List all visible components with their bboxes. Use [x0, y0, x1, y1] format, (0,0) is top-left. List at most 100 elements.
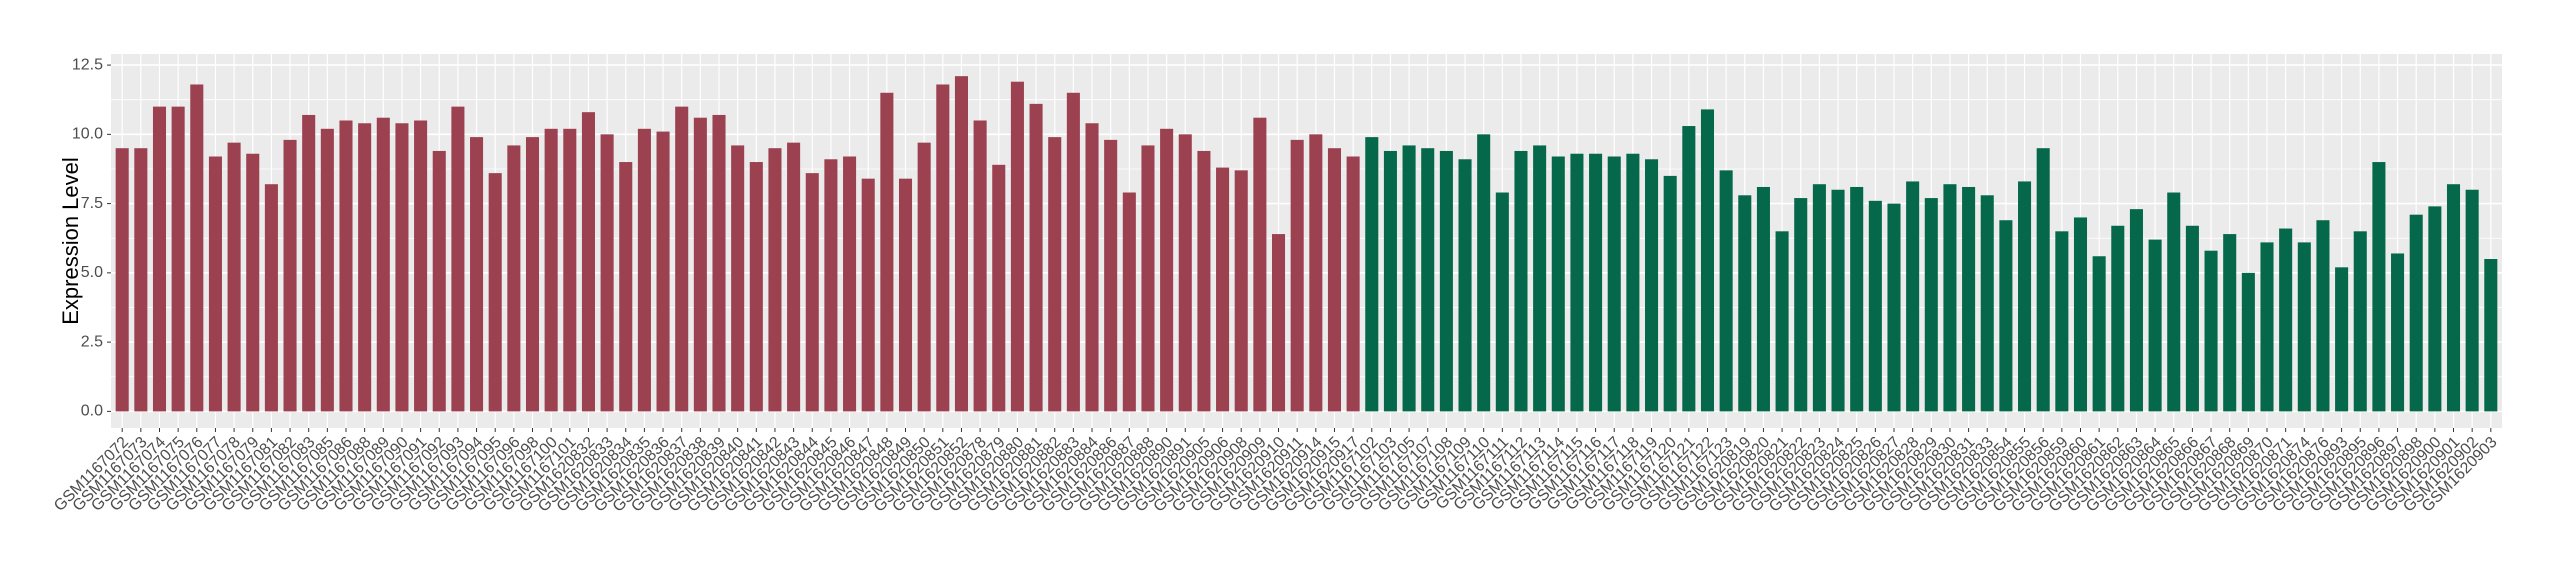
bar	[470, 137, 484, 412]
bar	[1682, 126, 1696, 412]
bar	[1141, 145, 1155, 412]
bar	[414, 120, 428, 412]
bar	[376, 117, 390, 412]
bar	[861, 178, 875, 412]
bar	[1197, 150, 1211, 412]
bar	[898, 178, 913, 412]
bar	[2204, 250, 2218, 412]
bar	[2484, 259, 2498, 412]
bar	[1402, 145, 1416, 412]
bar	[936, 84, 950, 412]
bar	[1812, 184, 1826, 412]
bar	[2428, 206, 2442, 412]
bar	[712, 114, 726, 412]
bar	[787, 142, 801, 412]
bar	[1999, 220, 2013, 412]
bar	[917, 142, 931, 412]
bar	[544, 128, 558, 412]
bar	[992, 164, 1006, 412]
bar	[2465, 189, 2479, 412]
bar	[2372, 162, 2386, 412]
bar	[2018, 181, 2032, 412]
bar	[227, 142, 241, 412]
bar	[507, 145, 521, 412]
bar	[1477, 134, 1491, 412]
bar	[1234, 170, 1248, 412]
y-tick-label: 12.5	[72, 56, 103, 73]
bar	[637, 128, 651, 412]
bar	[749, 162, 763, 412]
bar	[1794, 198, 1808, 412]
bar	[1719, 170, 1733, 412]
bar	[1290, 139, 1304, 412]
bar	[339, 120, 353, 412]
bar	[2260, 242, 2274, 412]
bar	[395, 123, 409, 412]
bar	[1775, 231, 1789, 412]
y-tick-label: 0.0	[81, 403, 103, 420]
bar	[1271, 234, 1286, 412]
bar	[2167, 192, 2181, 412]
bar	[1253, 117, 1267, 412]
bar	[581, 112, 595, 412]
bar	[1122, 192, 1136, 412]
bar	[880, 92, 894, 412]
bar	[805, 173, 819, 412]
bar	[600, 134, 614, 412]
bar	[1738, 195, 1752, 412]
bar	[1943, 184, 1957, 412]
bar	[152, 106, 167, 412]
bar	[1346, 156, 1360, 412]
bar	[731, 145, 745, 412]
bar	[2092, 256, 2106, 412]
bar	[675, 106, 689, 412]
bar	[1607, 156, 1621, 412]
bar	[1216, 167, 1230, 412]
bar	[1589, 153, 1603, 412]
bar	[656, 131, 670, 412]
bar	[1178, 134, 1192, 412]
bar	[1626, 153, 1640, 412]
bar	[1421, 148, 1435, 412]
bar	[246, 153, 260, 412]
y-tick-label: 10.0	[72, 126, 103, 143]
bar	[1010, 81, 1024, 412]
bar	[2279, 228, 2293, 412]
bar	[1495, 192, 1509, 412]
bar	[1924, 198, 1938, 412]
y-tick-label: 5.0	[81, 264, 103, 281]
bar	[2073, 217, 2088, 412]
bar	[1663, 175, 1677, 412]
bar	[2391, 253, 2405, 412]
bar	[1365, 137, 1379, 412]
bar	[1700, 109, 1715, 412]
bar	[1160, 128, 1174, 412]
bar	[1756, 186, 1770, 412]
bar	[1104, 139, 1118, 412]
bar	[488, 173, 502, 412]
bar	[2241, 272, 2255, 412]
bar	[2111, 225, 2125, 412]
bar	[264, 184, 278, 412]
bar	[973, 120, 987, 412]
bar	[2185, 225, 2199, 412]
bar	[1868, 200, 1882, 412]
bar	[1514, 150, 1528, 412]
bar	[1439, 150, 1453, 412]
bar	[1458, 159, 1472, 412]
bar	[1850, 186, 1864, 412]
bar	[115, 148, 129, 412]
bar	[171, 106, 185, 412]
bar	[432, 150, 446, 412]
y-axis-label: Expression Level	[58, 157, 83, 325]
bar	[320, 128, 334, 412]
bar	[2055, 231, 2069, 412]
bar	[843, 156, 857, 412]
bar	[2148, 239, 2162, 412]
bar	[1831, 189, 1845, 412]
bar	[1645, 159, 1659, 412]
bar	[1906, 181, 1920, 412]
bar	[2223, 234, 2237, 412]
bar	[134, 148, 148, 412]
